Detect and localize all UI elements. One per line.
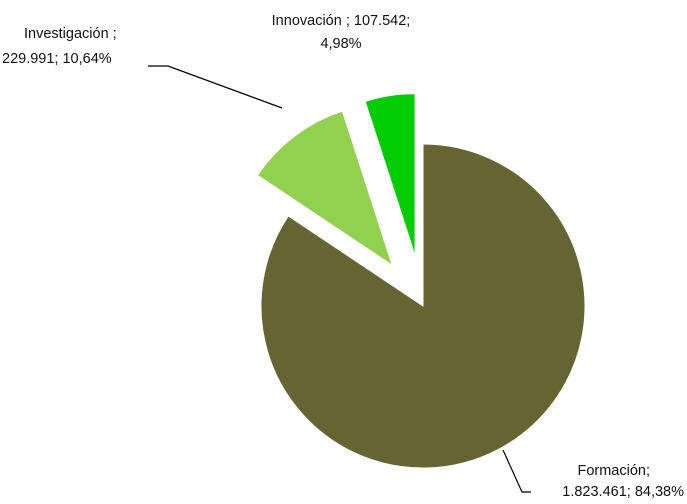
data-label-formacion-line2: 1.823.461; 84,38% xyxy=(562,484,684,500)
pie-slices xyxy=(256,93,586,469)
data-labels: Formación; 1.823.461; 84,38% Investigaci… xyxy=(2,13,684,500)
data-label-innovacion-line2: 4,98% xyxy=(320,36,361,52)
leader-lines xyxy=(148,65,531,493)
data-label-investigacion-line1: Investigación ; xyxy=(24,26,117,42)
pie-slice-investigacion xyxy=(256,110,394,267)
pie-slice-innovacion xyxy=(364,93,416,256)
pie-slice-formacion xyxy=(260,143,586,469)
data-label-formacion-line1: Formación; xyxy=(577,463,650,479)
leader-line-formacion xyxy=(502,449,531,493)
data-label-investigacion-line2: 229.991; 10,64% xyxy=(2,51,112,67)
leader-line-investigacion xyxy=(148,65,283,109)
data-label-innovacion-line1: Innovación ; 107.542; xyxy=(272,13,411,29)
